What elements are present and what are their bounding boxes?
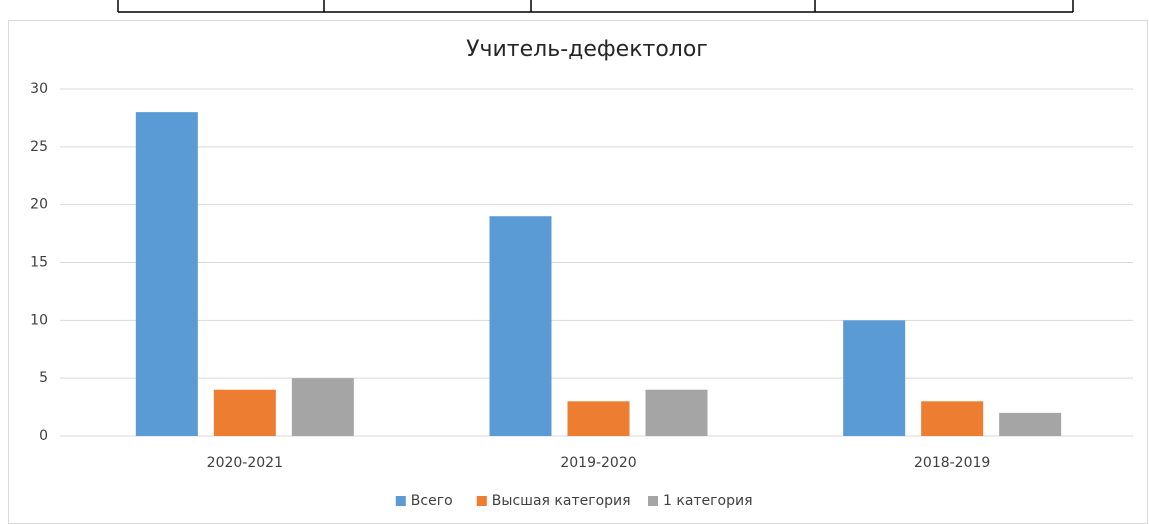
bar (291, 378, 354, 436)
legend-label: Высшая категория (492, 493, 631, 509)
bar (489, 216, 552, 436)
bar (135, 112, 198, 436)
table-fragment (117, 0, 1074, 13)
y-tick-label: 30 (30, 81, 48, 97)
bar (567, 401, 630, 436)
y-tick-label: 10 (30, 312, 48, 328)
y-tick-label: 15 (30, 255, 48, 271)
x-tick-label: 2018-2019 (914, 455, 990, 471)
bar (843, 320, 906, 436)
y-tick-label: 20 (30, 197, 48, 213)
legend-swatch (395, 496, 406, 506)
legend-label: 1 категория (663, 493, 753, 509)
x-tick-label: 2019-2020 (560, 455, 636, 471)
bar (999, 412, 1062, 436)
bar (213, 389, 276, 436)
bar (921, 401, 984, 436)
chart-title: Учитель-дефектолог (466, 37, 708, 62)
legend-swatch (648, 496, 658, 506)
x-tick-label: 2020-2021 (207, 455, 283, 471)
bar (645, 389, 708, 436)
y-tick-label: 25 (30, 139, 48, 155)
y-tick-label: 5 (39, 370, 48, 386)
legend-swatch (476, 496, 487, 506)
y-tick-label: 0 (39, 428, 48, 444)
legend-label: Всего (411, 493, 453, 509)
